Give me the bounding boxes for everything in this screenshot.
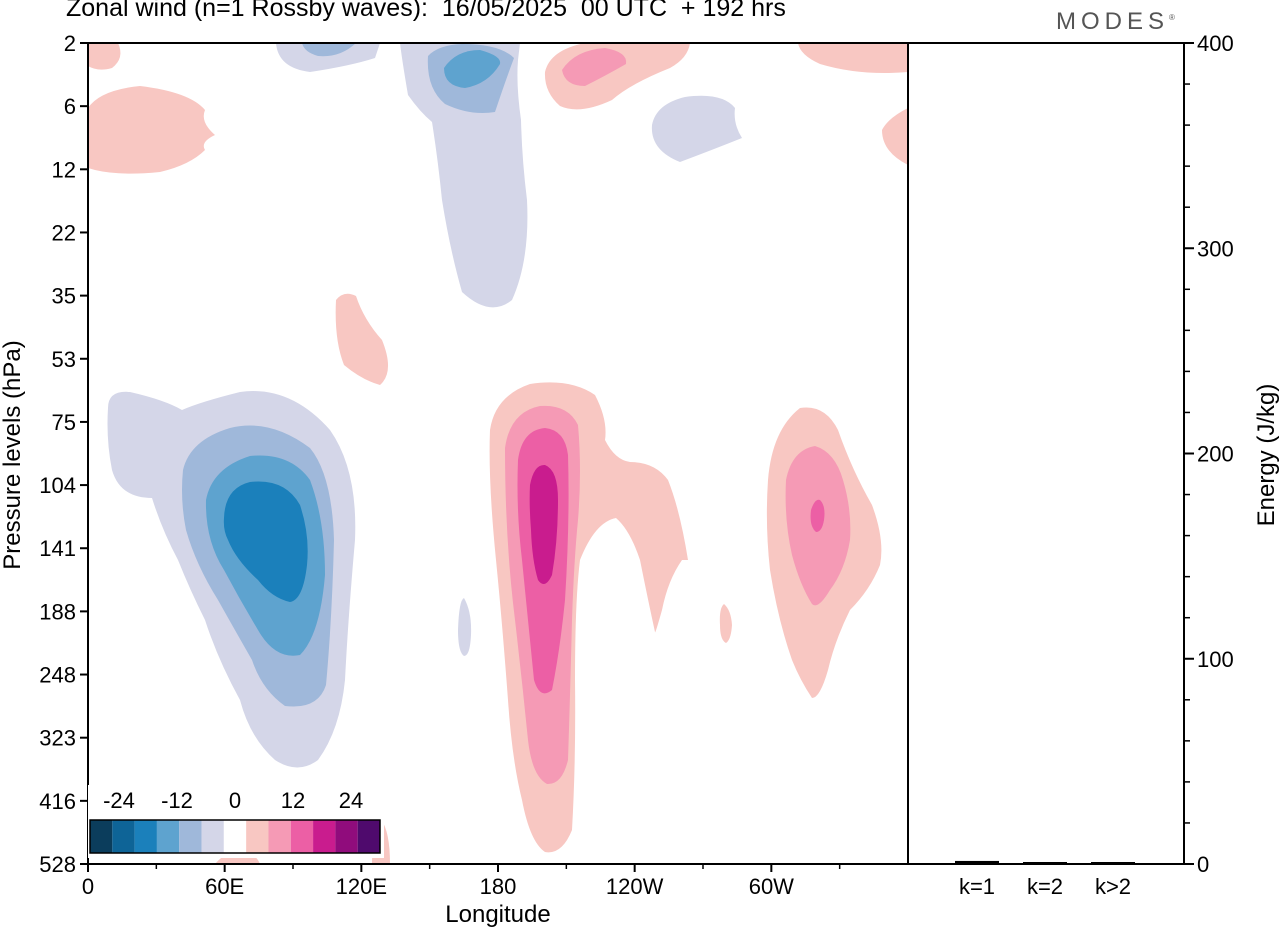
- colorbar-swatch: [335, 820, 358, 853]
- colorbar-tick-label: 24: [339, 788, 363, 813]
- energy-category-label: k>2: [1095, 874, 1131, 899]
- colorbar: -24 -12 0 12 24: [88, 785, 384, 858]
- brand-logo: MODES®: [1056, 8, 1175, 36]
- energy-bars: k=1 k=2 k>2: [955, 860, 1135, 899]
- colorbar-frame: [89, 819, 381, 854]
- brand-mark: ®: [1169, 13, 1175, 22]
- energy-axis-label: Energy (J/kg): [1253, 384, 1280, 527]
- x-axis-label: Longitude: [445, 901, 550, 928]
- colorbar-tick-label: -24: [103, 788, 135, 813]
- y-tick-label: 22: [52, 220, 76, 245]
- y-axis-ticks: 2 6 12 22 35 53 75 104 141 188 248 323 416 528: [39, 31, 88, 877]
- energy-panel-frame: [907, 42, 1185, 865]
- chart-title: Zonal wind (n=1 Rossby waves): 16/05/202…: [66, 0, 786, 22]
- colorbar-swatch: [313, 820, 336, 853]
- y-tick-label: 53: [52, 347, 76, 372]
- x-tick-label: 0: [82, 874, 94, 899]
- x-axis-ticks: 0 60E 120E 180 120W 60W: [82, 864, 841, 899]
- colorbar-swatch: [223, 820, 247, 853]
- y-tick-label: 35: [52, 284, 76, 309]
- colorbar-swatch: [290, 820, 314, 853]
- energy-category-label: k=2: [1027, 874, 1063, 899]
- colorbar-swatch: [268, 820, 291, 853]
- x-tick-label: 60E: [205, 874, 244, 899]
- colorbar-swatch: [201, 820, 224, 853]
- brand-name: MODES: [1056, 8, 1170, 35]
- contour-neg-top-right: [651, 95, 742, 162]
- x-tick-label: 180: [480, 874, 517, 899]
- contour-neg-small: [458, 598, 472, 656]
- energy-bar: [1091, 862, 1135, 864]
- contour-neg-top-level3: [444, 50, 501, 88]
- y-tick-label: 12: [52, 157, 76, 182]
- colorbar-tick-label: -12: [161, 788, 193, 813]
- x-tick-label: 60W: [749, 874, 794, 899]
- contour-pos-left-wedge: [88, 86, 215, 174]
- contour-field: [88, 43, 908, 864]
- colorbar-tick-label: 0: [229, 788, 241, 813]
- colorbar-swatch: [156, 820, 180, 853]
- contour-pos-main-level4: [529, 464, 558, 584]
- y-tick-label: 248: [39, 663, 76, 688]
- contour-pos-top-level2: [562, 48, 627, 86]
- y-tick-label: 188: [39, 599, 76, 624]
- energy-bar: [1023, 862, 1067, 864]
- energy-category-label: k=1: [959, 874, 995, 899]
- colorbar-swatch: [134, 820, 157, 853]
- contour-pos-small-mid: [335, 293, 389, 385]
- y-tick-label: 75: [52, 410, 76, 435]
- colorbar-swatch: [357, 820, 380, 853]
- energy-tick-label: 0: [1197, 852, 1209, 877]
- x-tick-label: 120W: [606, 874, 664, 899]
- energy-axis-ticks: 0 100 200 300 400: [1184, 31, 1234, 877]
- y-tick-label: 141: [39, 536, 76, 561]
- energy-tick-label: 100: [1197, 647, 1234, 672]
- y-tick-label: 6: [64, 94, 76, 119]
- contour-pos-small-right: [719, 604, 732, 643]
- energy-tick-label: 400: [1197, 31, 1234, 56]
- y-tick-label: 323: [39, 726, 76, 751]
- y-tick-label: 528: [39, 852, 76, 877]
- energy-tick-label: 300: [1197, 236, 1234, 261]
- energy-tick-label: 200: [1197, 442, 1234, 467]
- contour-pos-right-edge: [882, 108, 908, 165]
- colorbar-swatch: [179, 820, 202, 853]
- y-tick-label: 104: [39, 473, 76, 498]
- colorbar-swatch: [246, 820, 269, 853]
- y-axis-label: Pressure levels (hPa): [0, 340, 26, 569]
- contour-pos-top-right: [798, 43, 908, 73]
- colorbar-swatch: [112, 820, 135, 853]
- colorbar-swatch: [90, 820, 113, 853]
- contour-pos-topleft-edge: [88, 43, 121, 70]
- colorbar-tick-label: 12: [281, 788, 305, 813]
- energy-bar: [955, 860, 999, 864]
- y-tick-label: 416: [39, 789, 76, 814]
- contour-neg-main-level4: [223, 481, 308, 602]
- x-tick-label: 120E: [336, 874, 387, 899]
- y-tick-label: 2: [64, 31, 76, 56]
- contour-pos-right-level3: [810, 499, 825, 532]
